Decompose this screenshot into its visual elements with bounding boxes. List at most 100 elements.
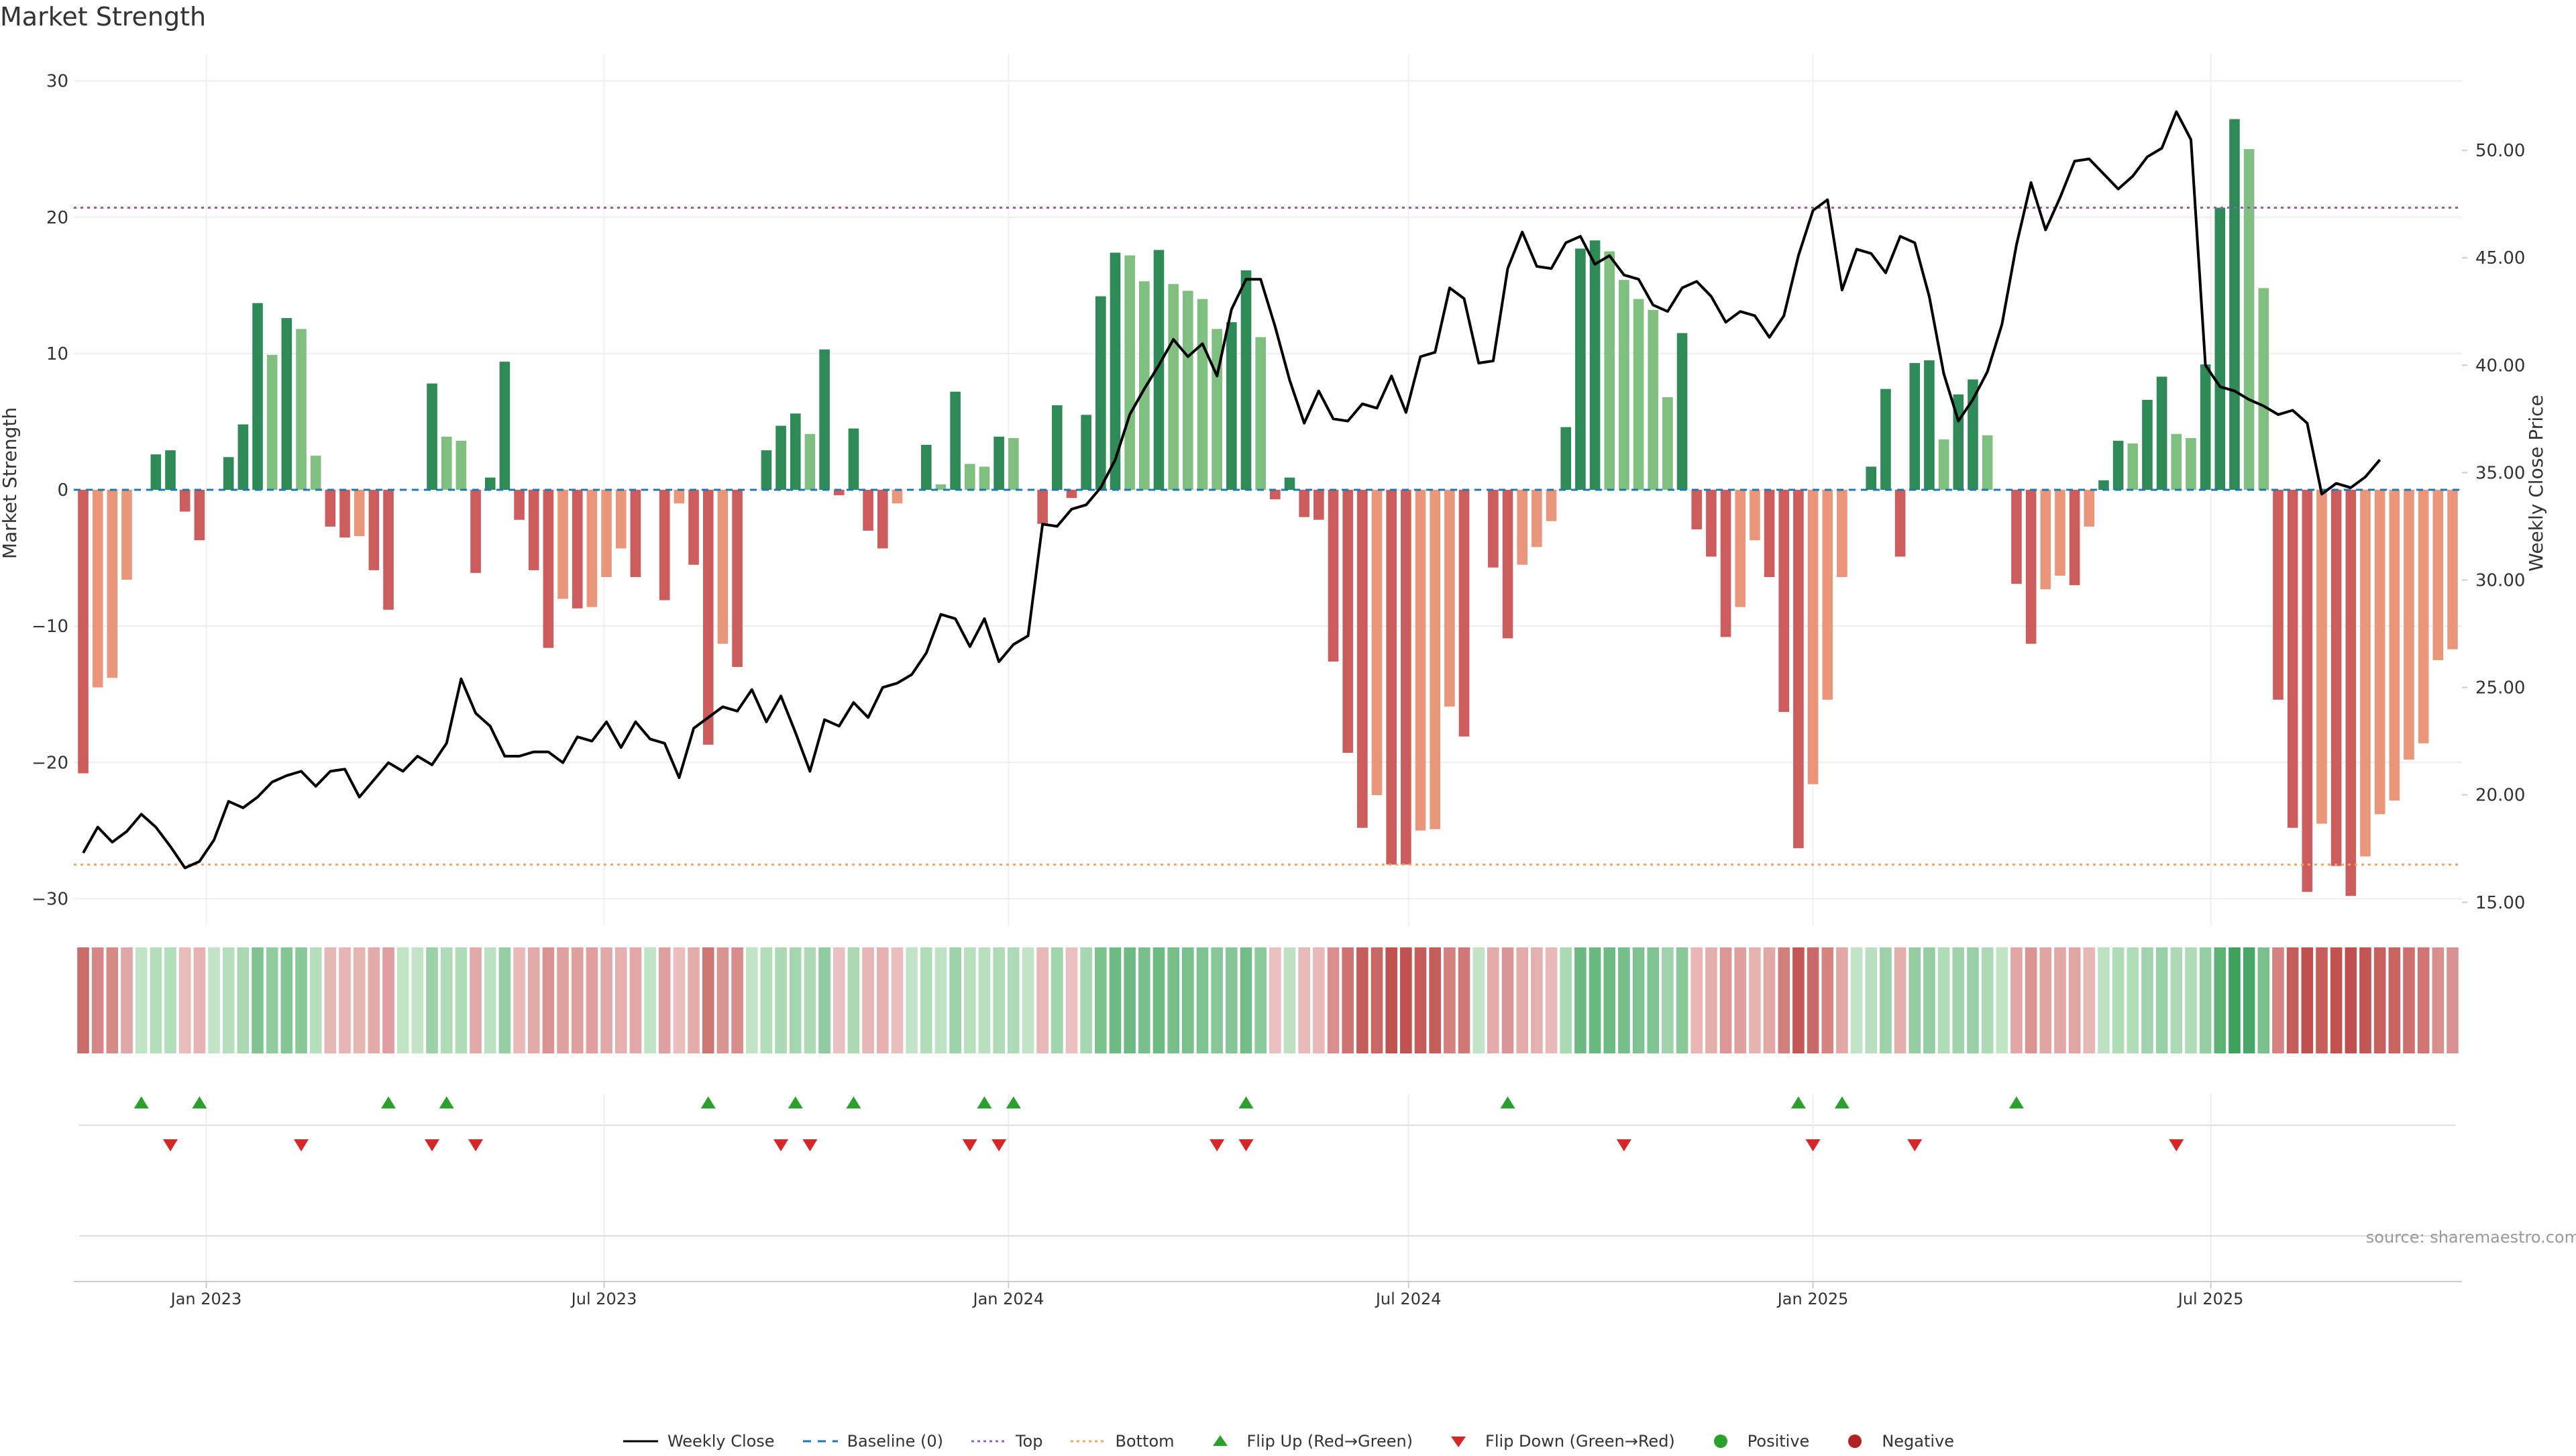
- heat-cell: [1414, 947, 1427, 1053]
- weekly-close-line: [82, 110, 2381, 870]
- heat-cell: [1269, 947, 1281, 1053]
- left-tick-label: 20: [46, 208, 68, 228]
- heat-cell: [1226, 947, 1238, 1053]
- legend-label: Negative: [1882, 1432, 1955, 1451]
- flip-up-marker: [977, 1096, 992, 1108]
- strength-bar: [935, 484, 947, 490]
- strength-bar: [920, 444, 932, 490]
- heat-cell: [1036, 947, 1049, 1053]
- heat-cell: [1981, 947, 1994, 1053]
- x-tick-label: Jan 2023: [170, 1290, 242, 1308]
- heat-cell: [949, 947, 961, 1053]
- strength-bar: [1982, 435, 1993, 490]
- heat-cell: [498, 947, 511, 1053]
- heat-cell: [2316, 947, 2328, 1053]
- strength-bar: [266, 354, 278, 490]
- strength-bar: [1750, 490, 1760, 541]
- heat-cell: [150, 947, 162, 1053]
- flip-up-marker: [1834, 1096, 1849, 1108]
- strength-bar: [1909, 363, 1921, 490]
- strength-bar: [543, 490, 554, 648]
- strength-bar: [1633, 299, 1644, 490]
- strength-bar: [1793, 490, 1804, 849]
- heat-cell: [2243, 947, 2255, 1053]
- heat-cell: [1211, 947, 1223, 1053]
- strength-bar: [2273, 490, 2284, 700]
- heat-cell: [1283, 947, 1296, 1053]
- heat-cell: [1487, 947, 1499, 1053]
- strength-bar: [761, 450, 772, 490]
- flip-down-marker: [962, 1139, 977, 1151]
- reference-lines: [74, 207, 2462, 866]
- heat-cell: [484, 947, 496, 1053]
- strength-bar: [223, 457, 234, 490]
- heat-cell: [353, 947, 366, 1053]
- heat-cell: [760, 947, 773, 1053]
- left-tick-label: −20: [32, 753, 68, 773]
- heat-cell: [1632, 947, 1645, 1053]
- strength-bar: [572, 490, 583, 609]
- strength-bar: [848, 428, 859, 490]
- strength-bar: [1691, 490, 1703, 529]
- strength-bar: [1284, 477, 1295, 490]
- strength-bar: [2389, 490, 2400, 801]
- strength-bar: [92, 490, 103, 688]
- strength-bar: [2171, 433, 2182, 490]
- strength-bar: [325, 490, 336, 527]
- heat-cell: [1545, 947, 1558, 1053]
- heat-cell: [789, 947, 802, 1053]
- strength-bar: [2243, 149, 2255, 490]
- strength-bar: [1938, 439, 1949, 490]
- strength-bar: [2447, 490, 2458, 649]
- left-tick-label: 10: [46, 344, 68, 364]
- strength-bar: [1270, 490, 1281, 500]
- legend-item: Bottom: [1069, 1432, 1175, 1451]
- legend-swatch: [1713, 1435, 1727, 1448]
- strength-bar: [383, 490, 394, 610]
- heat-cell: [266, 947, 278, 1053]
- heat-cell: [818, 947, 830, 1053]
- heat-cell: [1109, 947, 1122, 1053]
- legend-label: Flip Down (Green→Red): [1485, 1432, 1675, 1451]
- heat-cell: [368, 947, 380, 1053]
- heat-cell: [1763, 947, 1776, 1053]
- heat-cell: [920, 947, 932, 1053]
- flip-down-marker: [1907, 1139, 1923, 1151]
- heat-cell: [1022, 947, 1034, 1053]
- heat-cell: [2039, 947, 2052, 1053]
- heat-cell: [1880, 947, 1892, 1053]
- heat-cell: [876, 947, 889, 1053]
- legend-swatch: [623, 1440, 658, 1443]
- strength-bar: [1968, 379, 1978, 490]
- strength-bar: [2258, 288, 2269, 490]
- heat-cell: [1821, 947, 1834, 1053]
- legend-swatch: [1212, 1435, 1228, 1446]
- heat-cell: [1952, 947, 1965, 1053]
- legend-label: Bottom: [1115, 1432, 1175, 1451]
- heat-cell: [2286, 947, 2299, 1053]
- heat-cell: [2214, 947, 2226, 1053]
- strength-bar: [2084, 490, 2095, 527]
- heat-cell: [2112, 947, 2125, 1053]
- strength-bar: [1662, 397, 1673, 490]
- strength-bar: [2055, 490, 2065, 576]
- heat-cell: [2025, 947, 2037, 1053]
- flip-up-marker: [1238, 1096, 1254, 1108]
- flip-down-marker: [773, 1139, 789, 1151]
- strength-bar: [2404, 490, 2414, 760]
- strength-heat-strip: [77, 947, 2459, 1053]
- strength-bar: [2112, 440, 2124, 490]
- heat-cell: [1894, 947, 1907, 1053]
- heat-cell: [1065, 947, 1078, 1053]
- heat-cell: [1749, 947, 1761, 1053]
- heat-cell: [455, 947, 468, 1053]
- strength-bar: [892, 490, 903, 504]
- heat-cell: [193, 947, 206, 1053]
- right-tick-label: 40.00: [2475, 356, 2525, 376]
- flip-down-marker: [2169, 1139, 2184, 1151]
- heat-cell: [1313, 947, 1325, 1053]
- strength-bar: [2040, 490, 2051, 590]
- heat-cell: [571, 947, 584, 1053]
- strength-bar: [1619, 280, 1629, 490]
- strength-bar: [121, 490, 132, 580]
